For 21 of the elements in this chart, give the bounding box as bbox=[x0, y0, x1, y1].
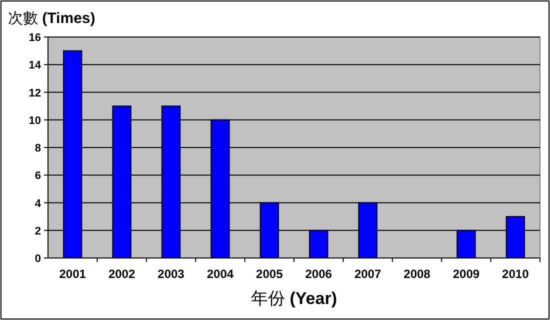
y-tick-label: 10 bbox=[28, 114, 41, 127]
x-tick-label: 2003 bbox=[158, 267, 185, 281]
x-tick-label: 2006 bbox=[305, 267, 332, 281]
x-tick-label: 2010 bbox=[502, 267, 530, 281]
y-tick-label: 12 bbox=[28, 87, 41, 100]
y-tick-label: 2 bbox=[34, 225, 41, 238]
x-tick-label: 2004 bbox=[206, 267, 234, 281]
y-tick-label: 8 bbox=[34, 142, 41, 154]
y-tick-label: 16 bbox=[28, 32, 41, 44]
x-axis-title: 年份 (Year) bbox=[251, 289, 337, 308]
x-tick-label: 2009 bbox=[452, 267, 480, 281]
x-tick-label: 2007 bbox=[354, 267, 382, 281]
x-tick-label: 2001 bbox=[59, 267, 86, 281]
y-tick-label: 4 bbox=[34, 198, 42, 210]
y-tick-label: 0 bbox=[34, 253, 41, 265]
x-tick-label: 2005 bbox=[256, 267, 284, 281]
x-tick-label: 2002 bbox=[108, 267, 136, 281]
y-tick-label: 14 bbox=[28, 60, 42, 72]
y-tick-label: 6 bbox=[34, 170, 41, 182]
x-tick-label: 2008 bbox=[404, 267, 431, 281]
y-axis-title: 次數 (Times) bbox=[8, 10, 96, 27]
